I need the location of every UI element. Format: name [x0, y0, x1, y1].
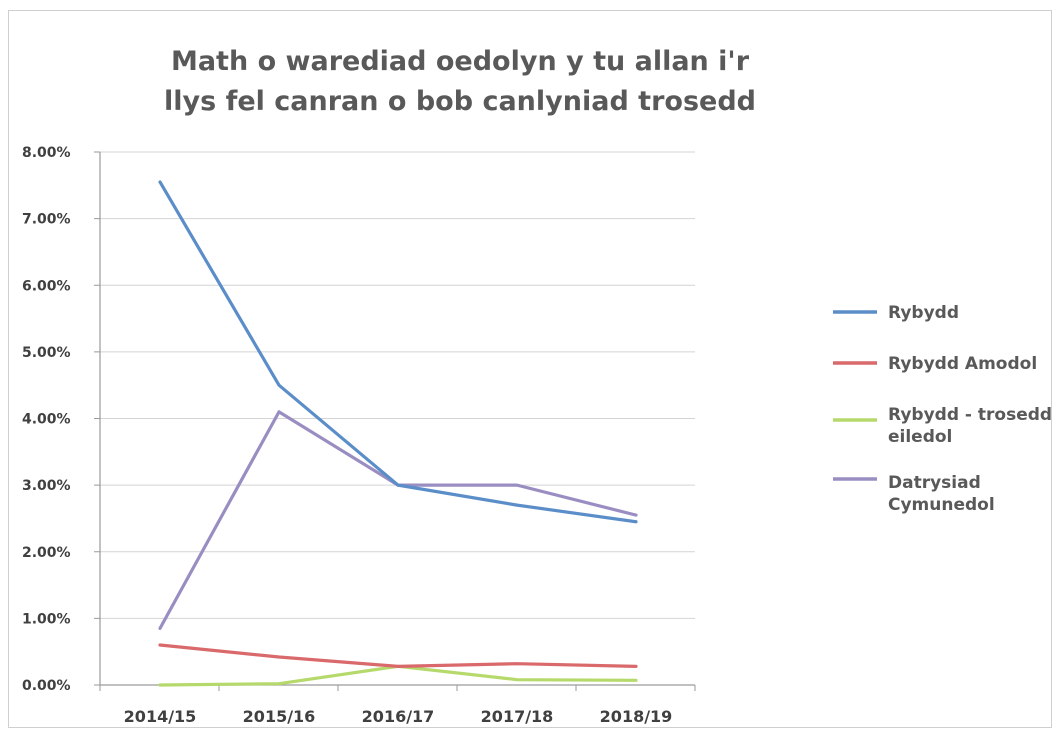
x-tick-label: 2015/16: [243, 707, 316, 726]
legend-label: Datrysiad: [888, 473, 981, 493]
y-tick-label: 6.00%: [22, 278, 71, 294]
series-line-2: [158, 643, 638, 668]
series-line-1: [158, 180, 638, 524]
x-tick-label: 2014/15: [124, 707, 197, 726]
legend-label: eiledol: [888, 427, 952, 447]
y-tick-label: 7.00%: [22, 212, 71, 228]
y-tick-label: 0.00%: [22, 678, 71, 694]
legend-label: Rybydd: [888, 303, 959, 323]
gridlines: [100, 151, 695, 619]
chart-frame: [8, 10, 1052, 728]
series-line-4: [158, 410, 638, 630]
x-tick-label: 2018/19: [600, 707, 673, 726]
y-tick-label: 4.00%: [22, 412, 71, 428]
legend-label: Rybydd Amodol: [888, 354, 1037, 374]
series-lines: [158, 180, 638, 687]
x-tick-label: 2016/17: [362, 707, 435, 726]
y-tick-label: 2.00%: [22, 545, 71, 561]
chart-title-line-2: llys fel canran o bob canlyniad trosedd: [164, 86, 756, 117]
y-tick-label: 8.00%: [22, 145, 71, 161]
y-tick-label: 1.00%: [22, 611, 71, 627]
legend: Rybydd Rybydd Amodol Rybydd - troseddeiled…: [833, 303, 1052, 515]
x-tick-label: 2017/18: [481, 707, 554, 726]
y-tick-label: 5.00%: [22, 345, 71, 361]
series-line-3: [158, 664, 638, 687]
legend-label: Cymunedol: [888, 495, 995, 515]
y-tick-label: 3.00%: [22, 478, 71, 494]
axes: 0.00% 1.00% 2.00% 3.00% 4.00% 5.00% 6.00% 7.00%…: [22, 145, 696, 726]
chart-title-line-1: Math o warediad oedolyn y tu allan i'r: [170, 46, 750, 77]
chart-title: Math o warediad oedolyn y tu allan i'r l…: [110, 42, 810, 122]
legend-label: Rybydd - trosedd: [888, 405, 1052, 425]
